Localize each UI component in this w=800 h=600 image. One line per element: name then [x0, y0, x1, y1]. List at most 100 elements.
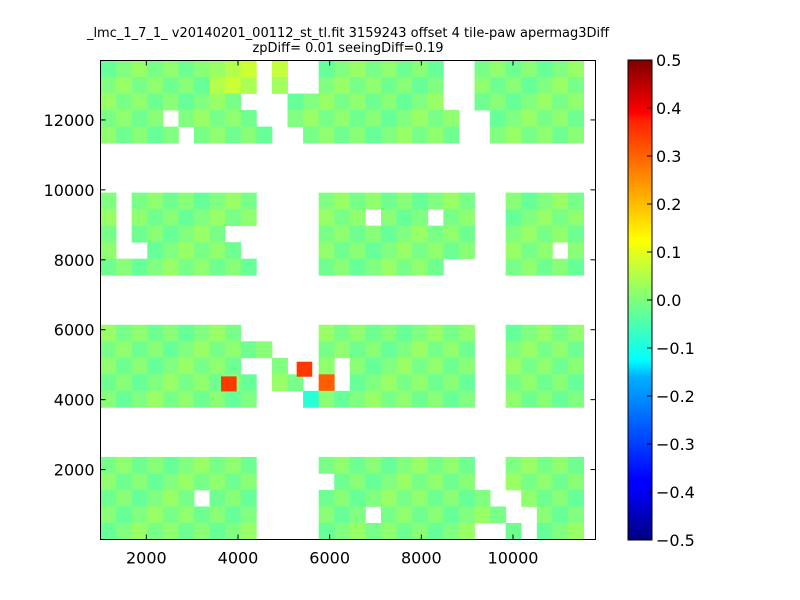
heatmap-cell [100, 126, 117, 144]
heatmap-cell [365, 77, 382, 94]
heatmap-cell [443, 357, 460, 375]
heatmap-cell [162, 209, 179, 227]
heatmap-cell [334, 192, 351, 210]
heatmap-cell [100, 341, 117, 359]
heatmap-cell [381, 93, 397, 111]
heatmap-cell [552, 192, 569, 210]
heatmap-cell [349, 374, 366, 392]
heatmap-cell [381, 522, 397, 540]
heatmap-cell [240, 126, 257, 144]
heatmap-cell [334, 225, 351, 243]
heatmap-cell [209, 60, 226, 78]
heatmap-cell [505, 258, 522, 276]
heatmap-cell [521, 93, 538, 111]
heatmap-cell [381, 473, 397, 491]
y-tick-label: 8000 [54, 251, 95, 270]
chart-title-line2: zpDiff= 0.01 seeingDiff=0.19 [252, 41, 443, 56]
heatmap-cell [474, 60, 491, 78]
heatmap-cell [256, 126, 273, 144]
heatmap-cell [458, 209, 475, 227]
heatmap-cell [365, 242, 382, 260]
heatmap-cell [412, 456, 429, 474]
heatmap-cell [412, 225, 429, 243]
heatmap-cell [412, 93, 429, 111]
heatmap-cell [505, 192, 522, 210]
heatmap-cell [349, 489, 366, 507]
heatmap-cell [240, 341, 257, 359]
heatmap-cell [427, 489, 444, 507]
heatmap-cell [318, 324, 335, 342]
colorbar-tick-label: 0.2 [656, 195, 681, 214]
heatmap-cell [443, 522, 460, 540]
heatmap-cell [568, 390, 584, 408]
heatmap-cell [536, 60, 553, 78]
heatmap-cell [318, 341, 335, 359]
heatmap-cell [396, 324, 413, 342]
heatmap-cell [505, 390, 522, 408]
heatmap-cell [349, 456, 366, 474]
heatmap-cell [412, 357, 429, 375]
heatmap-cell [209, 258, 226, 276]
heatmap-cell [349, 60, 366, 78]
heatmap-cell [443, 192, 460, 210]
heatmap-cell [131, 324, 148, 342]
heatmap-cell [178, 522, 195, 540]
heatmap-cell [536, 242, 553, 260]
heatmap-cell [178, 242, 195, 260]
heatmap-cell [474, 93, 491, 111]
heatmap-cell [349, 93, 366, 111]
heatmap-cell [209, 473, 226, 491]
heatmap-cell [334, 126, 351, 144]
heatmap-cell [536, 522, 553, 540]
heatmap-cell [365, 374, 382, 392]
heatmap-cell [318, 374, 335, 392]
heatmap-cell [381, 357, 397, 375]
heatmap-cell [131, 93, 148, 111]
heatmap-cell [334, 456, 351, 474]
y-tick-label: 10000 [44, 181, 95, 200]
heatmap-cell [505, 374, 522, 392]
heatmap-cell [552, 93, 569, 111]
heatmap-cell [209, 489, 226, 507]
heatmap-cell [147, 324, 164, 342]
heatmap-cell [225, 209, 242, 227]
heatmap-cell [552, 522, 569, 540]
heatmap-cell [458, 324, 475, 342]
heatmap-cell [100, 60, 117, 78]
heatmap-cell [568, 374, 584, 392]
heatmap-cell [178, 374, 195, 392]
heatmap-cell [365, 126, 382, 144]
heatmap-cell [318, 110, 335, 127]
heatmap-cell [318, 60, 335, 78]
heatmap-cell [412, 77, 429, 94]
heatmap-cell [536, 473, 553, 491]
heatmap-cell [131, 506, 148, 524]
heatmap-cell [131, 489, 148, 507]
heatmap-cell [225, 77, 242, 94]
heatmap-cell [552, 357, 569, 375]
heatmap-cell [225, 126, 242, 144]
heatmap-cell [240, 489, 257, 507]
heatmap-cell [552, 126, 569, 144]
heatmap-cell [225, 473, 242, 491]
heatmap-cell [178, 110, 195, 127]
heatmap-cell [100, 192, 117, 210]
heatmap-cell [381, 374, 397, 392]
heatmap-cell [349, 126, 366, 144]
heatmap-cell [458, 357, 475, 375]
heatmap-cell [240, 522, 257, 540]
heatmap-cell [209, 324, 226, 342]
heatmap-cell [521, 242, 538, 260]
heatmap-cell [443, 390, 460, 408]
heatmap-cell [131, 390, 148, 408]
x-tick-label: 8000 [401, 549, 442, 568]
heatmap-cell [194, 77, 210, 94]
heatmap-cell [147, 110, 164, 127]
heatmap-cell [162, 357, 179, 375]
heatmap-cell [427, 192, 444, 210]
heatmap-cell [240, 192, 257, 210]
heatmap-cell [147, 126, 164, 144]
heatmap-cell [412, 209, 429, 227]
heatmap-cell [116, 357, 133, 375]
heatmap-cell [458, 225, 475, 243]
